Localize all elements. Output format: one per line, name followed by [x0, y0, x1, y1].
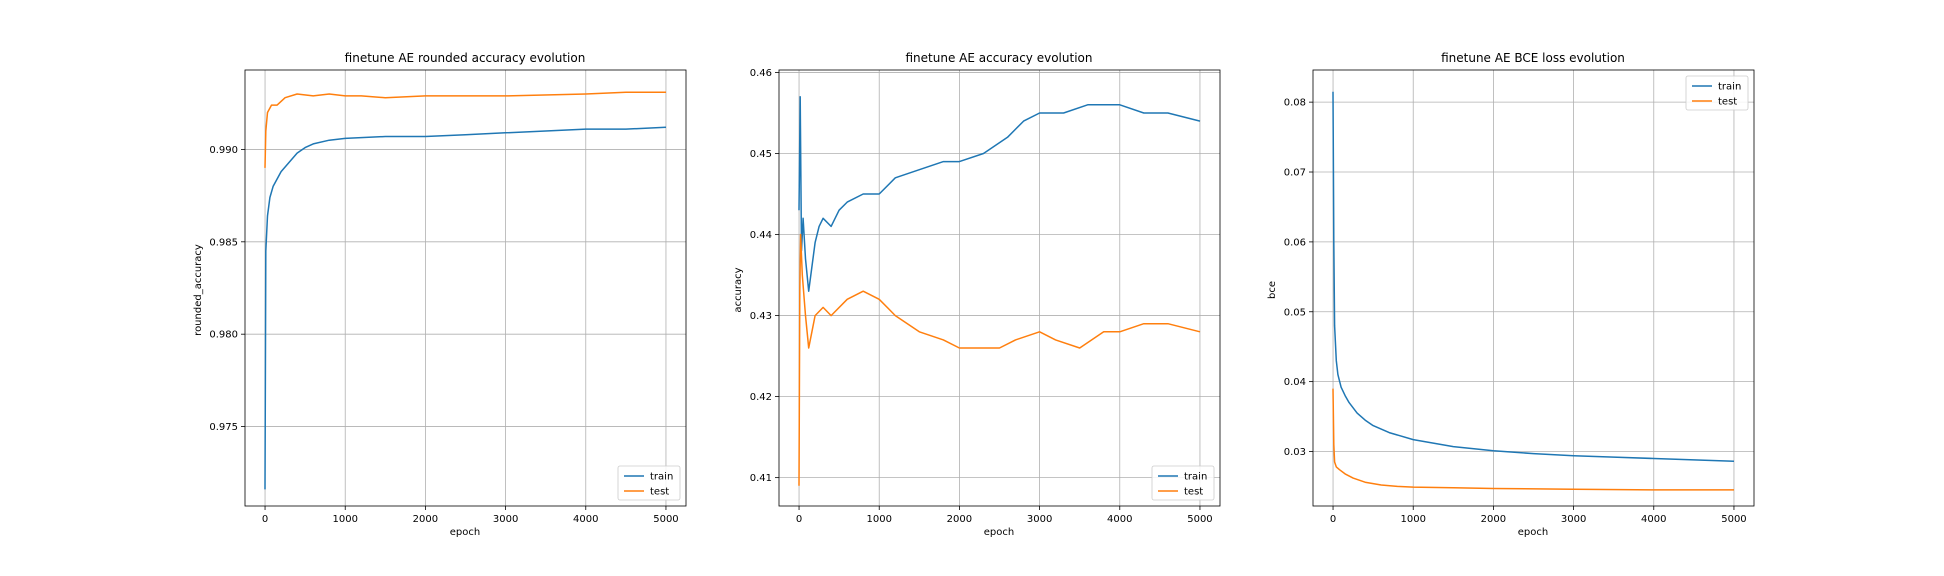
- subplot-bce-loss: finetune AE BCE loss evolution epoch bce…: [1267, 51, 1755, 538]
- axes-frame: [1312, 69, 1755, 507]
- legend-label-train: train: [1184, 472, 1207, 483]
- legend: train test: [1151, 465, 1215, 501]
- series-line-test: [264, 91, 666, 168]
- axes-frame: [778, 69, 1221, 507]
- legend-label-train: train: [1718, 82, 1741, 93]
- series-line-test: [798, 233, 1201, 486]
- series-line-train: [1332, 91, 1735, 463]
- y-tick-label: 0.07: [1284, 168, 1306, 179]
- x-tick-label: 2000: [1481, 514, 1506, 525]
- x-axis-label: epoch: [450, 527, 480, 538]
- x-tick-label: 1000: [1401, 514, 1426, 525]
- x-tick-label: 3000: [1027, 514, 1052, 525]
- chart-title: finetune AE accuracy evolution: [906, 51, 1093, 65]
- x-tick-label: 3000: [1561, 514, 1586, 525]
- x-axis-label: epoch: [1518, 527, 1548, 538]
- y-tick-label: 0.980: [209, 330, 238, 341]
- y-tick-label: 0.08: [1284, 98, 1306, 109]
- series-line-train: [264, 126, 667, 490]
- y-axis-label: bce: [1267, 281, 1278, 299]
- x-tick-label: 0: [1330, 514, 1336, 525]
- y-axis-label: accuracy: [733, 267, 744, 312]
- y-tick-label: 0.44: [750, 230, 772, 241]
- y-tick-label: 0.04: [1284, 377, 1306, 388]
- y-tick-label: 0.46: [750, 68, 772, 79]
- x-tick-label: 3000: [493, 514, 518, 525]
- x-tick-label: 4000: [1641, 514, 1666, 525]
- chart-title: finetune AE rounded accuracy evolution: [345, 51, 586, 65]
- x-tick-label: 0: [262, 514, 268, 525]
- x-tick-label: 4000: [1107, 514, 1132, 525]
- y-tick-label: 0.03: [1284, 447, 1306, 458]
- x-tick-label: 2000: [413, 514, 438, 525]
- x-tick-label: 5000: [1187, 514, 1212, 525]
- x-axis-label: epoch: [984, 527, 1014, 538]
- legend-label-test: test: [650, 487, 669, 498]
- y-axis-label: rounded_accuracy: [193, 244, 204, 336]
- y-tick-label: 0.43: [750, 311, 772, 322]
- x-tick-label: 5000: [653, 514, 678, 525]
- chart-title: finetune AE BCE loss evolution: [1441, 51, 1625, 65]
- legend-label-train: train: [650, 472, 673, 483]
- x-tick-label: 1000: [867, 514, 892, 525]
- plot-area: 0 1000 2000 3000 4000 5000 0.41 0.42 0.43 0.44 0.4…: [750, 68, 1221, 525]
- series-line-test: [1332, 388, 1734, 491]
- x-tick-label: 4000: [573, 514, 598, 525]
- y-tick-label: 0.990: [209, 145, 238, 156]
- x-tick-label: 0: [796, 514, 802, 525]
- y-tick-label: 0.06: [1284, 237, 1306, 248]
- subplot-accuracy: finetune AE accuracy evolution epoch acc…: [733, 51, 1221, 538]
- x-tick-label: 1000: [333, 514, 358, 525]
- y-tick-label: 0.05: [1284, 307, 1306, 318]
- legend: train test: [1685, 75, 1749, 111]
- y-tick-label: 0.45: [750, 149, 772, 160]
- legend-label-test: test: [1184, 487, 1203, 498]
- x-tick-label: 5000: [1721, 514, 1746, 525]
- plot-area: 0 1000 2000 3000 4000 5000 0.03 0.04 0.05 0.06 0.0…: [1284, 69, 1755, 525]
- subplot-rounded-accuracy: finetune AE rounded accuracy evolution e…: [193, 51, 687, 538]
- legend-label-test: test: [1718, 97, 1737, 108]
- y-tick-label: 0.41: [750, 473, 772, 484]
- series-line-train: [798, 95, 1201, 292]
- plot-area: 0 1000 2000 3000 4000 5000 0.975 0.980 0.985 0.99…: [209, 69, 687, 525]
- y-tick-label: 0.985: [209, 237, 238, 248]
- y-tick-label: 0.42: [750, 392, 772, 403]
- axes-frame: [244, 69, 687, 507]
- legend: train test: [617, 465, 681, 501]
- x-tick-label: 2000: [947, 514, 972, 525]
- y-tick-label: 0.975: [209, 422, 238, 433]
